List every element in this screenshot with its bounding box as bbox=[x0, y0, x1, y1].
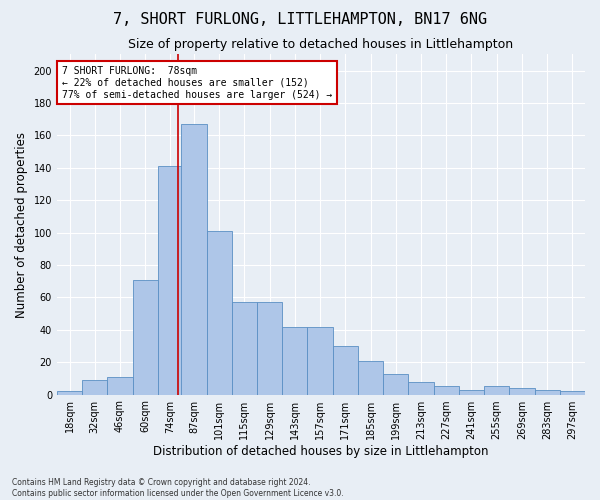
Bar bbox=[282, 326, 307, 394]
Bar bbox=[107, 377, 133, 394]
Text: Contains HM Land Registry data © Crown copyright and database right 2024.
Contai: Contains HM Land Registry data © Crown c… bbox=[12, 478, 344, 498]
Bar bbox=[232, 302, 257, 394]
Bar bbox=[409, 382, 434, 394]
Bar bbox=[307, 326, 332, 394]
Title: Size of property relative to detached houses in Littlehampton: Size of property relative to detached ho… bbox=[128, 38, 514, 51]
Bar bbox=[509, 388, 535, 394]
Bar bbox=[206, 231, 232, 394]
Bar bbox=[484, 386, 509, 394]
Bar bbox=[383, 374, 409, 394]
Bar bbox=[181, 124, 206, 394]
Bar bbox=[57, 392, 82, 394]
Y-axis label: Number of detached properties: Number of detached properties bbox=[15, 132, 28, 318]
Bar bbox=[358, 360, 383, 394]
Bar bbox=[133, 280, 158, 394]
X-axis label: Distribution of detached houses by size in Littlehampton: Distribution of detached houses by size … bbox=[153, 444, 489, 458]
Bar bbox=[332, 346, 358, 395]
Bar bbox=[257, 302, 282, 394]
Text: 7 SHORT FURLONG:  78sqm
← 22% of detached houses are smaller (152)
77% of semi-d: 7 SHORT FURLONG: 78sqm ← 22% of detached… bbox=[62, 66, 332, 100]
Bar bbox=[82, 380, 107, 394]
Text: 7, SHORT FURLONG, LITTLEHAMPTON, BN17 6NG: 7, SHORT FURLONG, LITTLEHAMPTON, BN17 6N… bbox=[113, 12, 487, 28]
Bar bbox=[158, 166, 183, 394]
Bar bbox=[459, 390, 484, 394]
Bar bbox=[535, 390, 560, 394]
Bar bbox=[560, 392, 585, 394]
Bar bbox=[434, 386, 459, 394]
